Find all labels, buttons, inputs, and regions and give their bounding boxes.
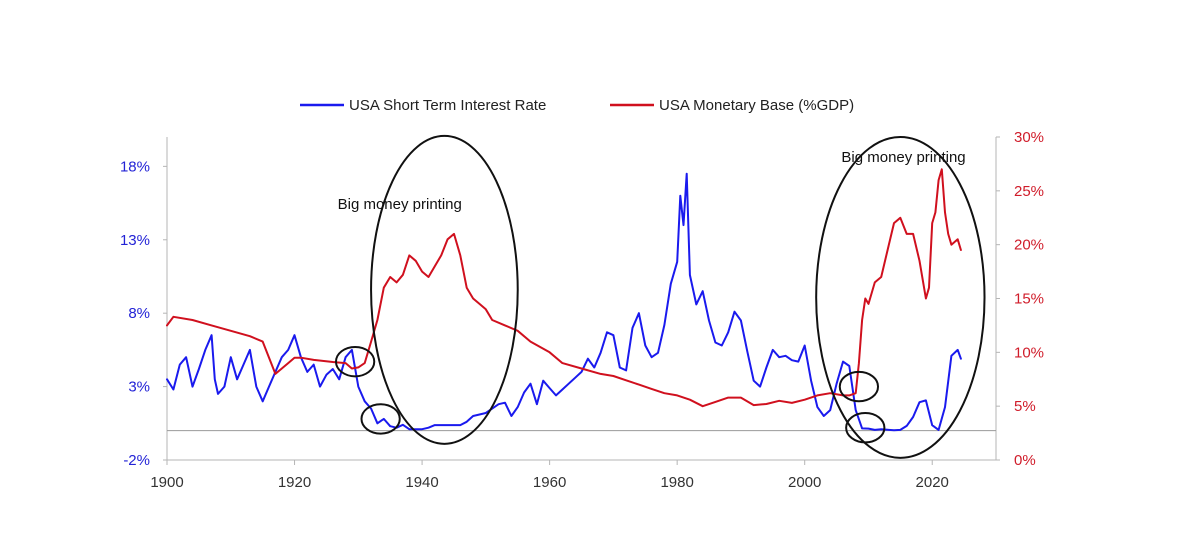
annotation-ellipse <box>360 403 401 435</box>
legend-label-interest-rate: USA Short Term Interest Rate <box>349 97 546 114</box>
y-left-tick-label: 13% <box>120 232 150 249</box>
series-layer <box>166 168 962 432</box>
legend: USA Short Term Interest Rate USA Monetar… <box>300 97 854 114</box>
y-left-tick-label: 3% <box>128 379 150 396</box>
y-left-tick-label: 8% <box>128 305 150 322</box>
tick-labels: 1900 1920 1940 1960 1980 2000 2020 -2% 3% 8% 13% 18… <box>120 129 1044 491</box>
annotation-ellipse <box>370 134 519 445</box>
y-right-tick-label: 25% <box>1014 183 1044 200</box>
series-line-monetary-base <box>166 168 962 408</box>
series-line-interest-rate <box>166 172 962 432</box>
y-right-tick-label: 10% <box>1014 344 1044 361</box>
annotation-label: Big money printing <box>841 149 965 166</box>
y-right-tick-label: 20% <box>1014 237 1044 254</box>
y-right-tick-label: 30% <box>1014 129 1044 146</box>
x-tick-label: 1900 <box>150 474 183 491</box>
x-tick-label: 1960 <box>533 474 566 491</box>
annotation-ellipse <box>838 370 880 403</box>
x-tick-label: 1940 <box>405 474 438 491</box>
annotation-ellipse <box>815 136 986 459</box>
x-tick-label: 1980 <box>660 474 693 491</box>
y-right-tick-label: 15% <box>1014 291 1044 308</box>
y-left-tick-label: -2% <box>123 452 150 469</box>
legend-label-monetary-base: USA Monetary Base (%GDP) <box>659 97 854 114</box>
axes <box>163 136 1000 465</box>
y-right-tick-label: 5% <box>1014 398 1036 415</box>
annotation-label: Big money printing <box>338 196 462 213</box>
annotation-ellipse <box>845 412 886 444</box>
annotation-ellipse <box>334 345 376 378</box>
x-tick-label: 1920 <box>278 474 311 491</box>
x-tick-label: 2000 <box>788 474 821 491</box>
x-tick-label: 2020 <box>916 474 949 491</box>
y-right-tick-label: 0% <box>1014 452 1036 469</box>
y-left-tick-label: 18% <box>120 158 150 175</box>
annotation-layer: Big money printing Big money printing <box>334 134 986 459</box>
